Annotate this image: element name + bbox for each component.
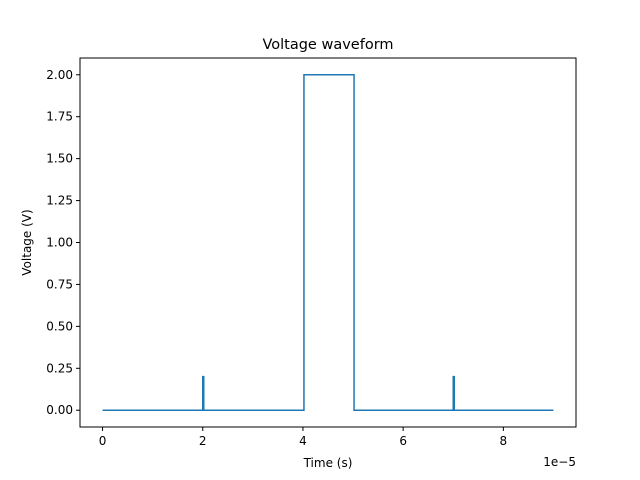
y-tick-label: 2.00 (46, 68, 73, 82)
y-tick-label: 0.00 (46, 403, 73, 417)
series-line (102, 74, 554, 411)
x-tick-label: 4 (299, 434, 307, 448)
y-tick-label: 1.75 (46, 110, 73, 124)
y-tick-label: 0.75 (46, 277, 73, 291)
x-tick-label: 6 (399, 434, 407, 448)
y-tick-label: 1.25 (46, 194, 73, 208)
y-axis-label: Voltage (V) (20, 209, 34, 275)
x-tick-label: 0 (99, 434, 107, 448)
axes-frame (79, 57, 577, 428)
y-tick-label: 0.25 (46, 361, 73, 375)
y-tick-label: 1.00 (46, 236, 73, 250)
plot-area (102, 74, 554, 411)
x-tick-label: 8 (500, 434, 508, 448)
y-axis: 0.00 0.25 0.50 0.75 1.00 1.25 1.50 1.75 2.00 (46, 68, 80, 417)
x-axis-label: Time (s) (303, 456, 353, 470)
x-tick-label: 2 (199, 434, 207, 448)
chart-title: Voltage waveform (262, 37, 393, 53)
x-offset-label: 1e−5 (543, 455, 576, 469)
y-tick-label: 0.50 (46, 319, 73, 333)
x-axis: 0 2 4 6 8 (99, 427, 507, 448)
y-tick-label: 1.50 (46, 152, 73, 166)
